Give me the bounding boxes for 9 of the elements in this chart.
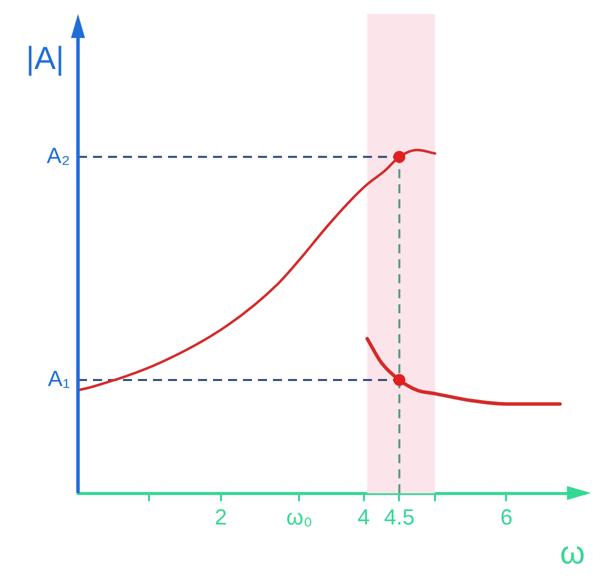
ref-line-label: A₂: [46, 142, 70, 168]
x-tick-label: 4: [358, 504, 370, 530]
x-tick-label: 2: [214, 504, 227, 530]
ref-line-label: A₁: [48, 366, 70, 392]
x-axis-title: ω: [560, 534, 585, 571]
x-tick-label: 6: [500, 504, 513, 530]
y-axis-title: |A|: [26, 40, 64, 76]
x-tick-label: 4.5: [384, 504, 415, 530]
x-tick-label: ω₀: [286, 504, 313, 530]
